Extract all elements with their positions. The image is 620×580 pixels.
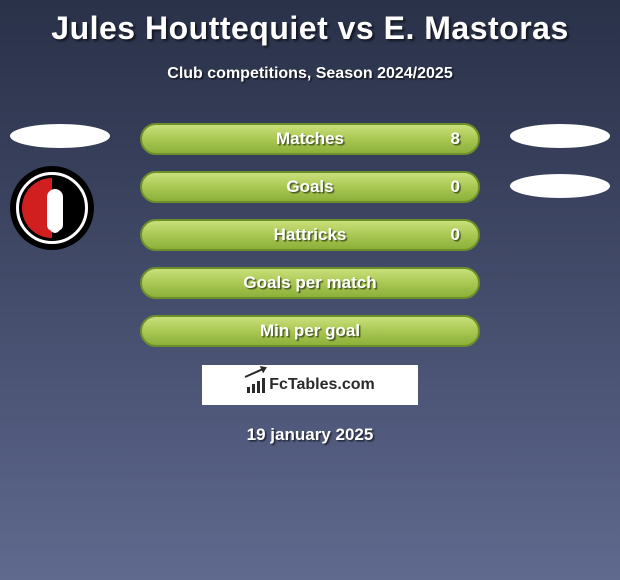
right-ellipse-2-icon [510, 174, 610, 198]
subtitle: Club competitions, Season 2024/2025 [0, 65, 620, 83]
right-column [510, 124, 610, 198]
right-ellipse-1-icon [510, 124, 610, 148]
stat-label: Goals per match [243, 273, 376, 293]
stat-label: Goals [286, 177, 333, 197]
stat-pill-hattricks: Hattricks 0 [140, 219, 480, 251]
stat-pill-goals-per-match: Goals per match [140, 267, 480, 299]
stat-value: 0 [451, 177, 460, 197]
page-title: Jules Houttequiet vs E. Mastoras [0, 0, 620, 47]
stat-value: 8 [451, 129, 460, 149]
left-ellipse-icon [10, 124, 110, 148]
stat-pill-min-per-goal: Min per goal [140, 315, 480, 347]
club-badge-icon [10, 166, 94, 250]
stat-value: 0 [451, 225, 460, 245]
stat-label: Matches [276, 129, 344, 149]
stat-label: Min per goal [260, 321, 360, 341]
watermark-text: FcTables.com [269, 376, 375, 394]
left-column [10, 124, 110, 250]
stat-pill-matches: Matches 8 [140, 123, 480, 155]
chart-icon [245, 377, 265, 393]
date-line: 19 january 2025 [0, 425, 620, 445]
stat-pill-goals: Goals 0 [140, 171, 480, 203]
watermark: FcTables.com [202, 365, 418, 405]
stat-row: Min per goal [0, 315, 620, 347]
stat-label: Hattricks [274, 225, 347, 245]
stat-row: Goals per match [0, 267, 620, 299]
